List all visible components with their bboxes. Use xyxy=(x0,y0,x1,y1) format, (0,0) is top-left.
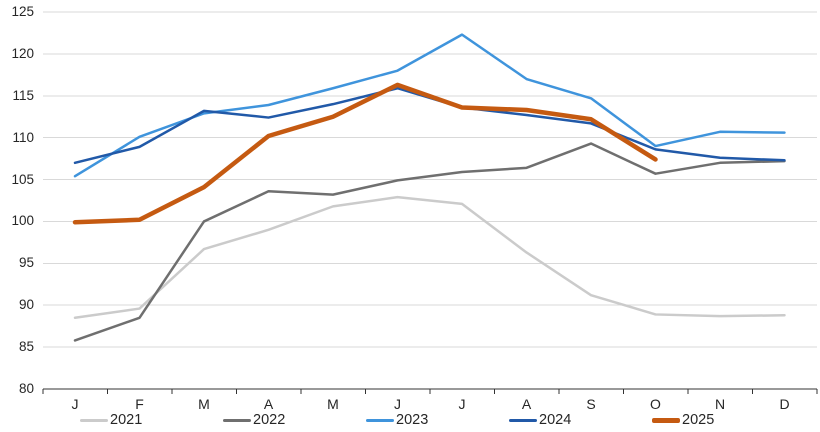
legend-swatch-2022 xyxy=(223,418,251,422)
y-tick-label: 105 xyxy=(11,171,34,187)
x-tick-label-jul: J xyxy=(458,396,466,412)
x-tick-label-sep: S xyxy=(586,396,596,412)
legend-swatch-2023 xyxy=(366,418,394,422)
legend-label-2022: 2022 xyxy=(253,412,286,428)
x-tick-label-feb: F xyxy=(135,396,144,412)
legend-label-2023: 2023 xyxy=(396,412,429,428)
x-tick-label-jun: J xyxy=(394,396,401,412)
x-tick-label-nov: N xyxy=(714,396,726,412)
legend-swatch-2024 xyxy=(509,418,537,422)
y-tick-label: 95 xyxy=(18,255,34,271)
y-tick-label: 80 xyxy=(18,380,34,396)
x-tick-label-aug: A xyxy=(521,396,532,412)
legend-item-2021: 2021 xyxy=(80,411,142,429)
y-tick-label: 125 xyxy=(11,4,34,19)
y-tick-label: 115 xyxy=(12,87,34,103)
legend-label-2024: 2024 xyxy=(539,412,572,428)
x-tick-label-jan: J xyxy=(71,396,79,412)
legend-swatch-2025 xyxy=(652,417,680,423)
y-tick-label: 90 xyxy=(18,297,34,313)
y-tick-label: 100 xyxy=(11,213,34,229)
legend-item-2024: 2024 xyxy=(509,411,571,429)
x-tick-label-mar: M xyxy=(198,396,210,412)
x-tick-label-may: M xyxy=(327,396,339,412)
series-line-2025 xyxy=(72,82,658,225)
y-tick-label: 110 xyxy=(12,129,34,145)
x-tick-label-apr: A xyxy=(263,396,274,412)
legend-item-2023: 2023 xyxy=(366,411,428,429)
x-tick-label-dec: D xyxy=(779,396,790,412)
legend-item-2025: 2025 xyxy=(652,411,714,429)
series-line-2021 xyxy=(73,195,786,320)
series-line-2022 xyxy=(73,142,786,342)
legend-label-2025: 2025 xyxy=(682,412,715,428)
series-line-2023 xyxy=(73,33,786,178)
series-line-2024 xyxy=(73,86,786,165)
legend-label-2021: 2021 xyxy=(110,412,143,428)
y-tick-label: 85 xyxy=(18,339,34,354)
legend-swatch-2021 xyxy=(80,418,108,422)
y-tick-label: 120 xyxy=(11,45,34,61)
x-tick-label-oct: O xyxy=(650,396,661,412)
legend-item-2022: 2022 xyxy=(223,411,285,429)
